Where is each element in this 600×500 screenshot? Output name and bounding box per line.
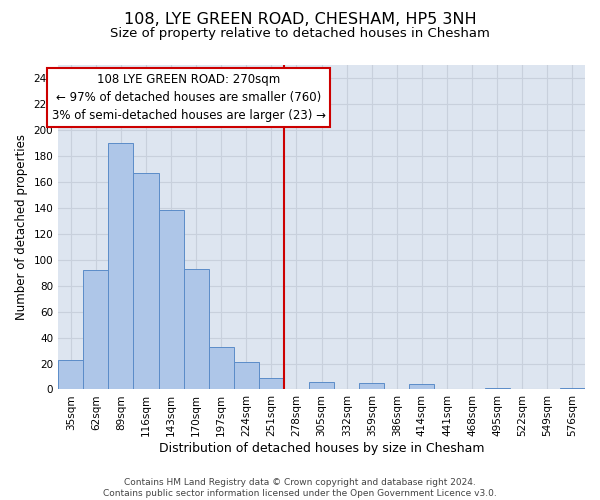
Bar	[58, 360, 83, 390]
Bar	[309, 382, 334, 390]
Bar	[109, 143, 133, 390]
Text: Contains HM Land Registry data © Crown copyright and database right 2024.
Contai: Contains HM Land Registry data © Crown c…	[103, 478, 497, 498]
Bar	[234, 362, 259, 390]
X-axis label: Distribution of detached houses by size in Chesham: Distribution of detached houses by size …	[159, 442, 484, 455]
Text: 108 LYE GREEN ROAD: 270sqm
← 97% of detached houses are smaller (760)
3% of semi: 108 LYE GREEN ROAD: 270sqm ← 97% of deta…	[52, 73, 326, 122]
Bar	[83, 270, 109, 390]
Text: Size of property relative to detached houses in Chesham: Size of property relative to detached ho…	[110, 28, 490, 40]
Bar	[133, 172, 158, 390]
Y-axis label: Number of detached properties: Number of detached properties	[15, 134, 28, 320]
Bar	[560, 388, 585, 390]
Bar	[184, 269, 209, 390]
Bar	[259, 378, 284, 390]
Bar	[485, 388, 510, 390]
Text: 108, LYE GREEN ROAD, CHESHAM, HP5 3NH: 108, LYE GREEN ROAD, CHESHAM, HP5 3NH	[124, 12, 476, 28]
Bar	[359, 383, 385, 390]
Bar	[209, 346, 234, 390]
Bar	[158, 210, 184, 390]
Bar	[409, 384, 434, 390]
